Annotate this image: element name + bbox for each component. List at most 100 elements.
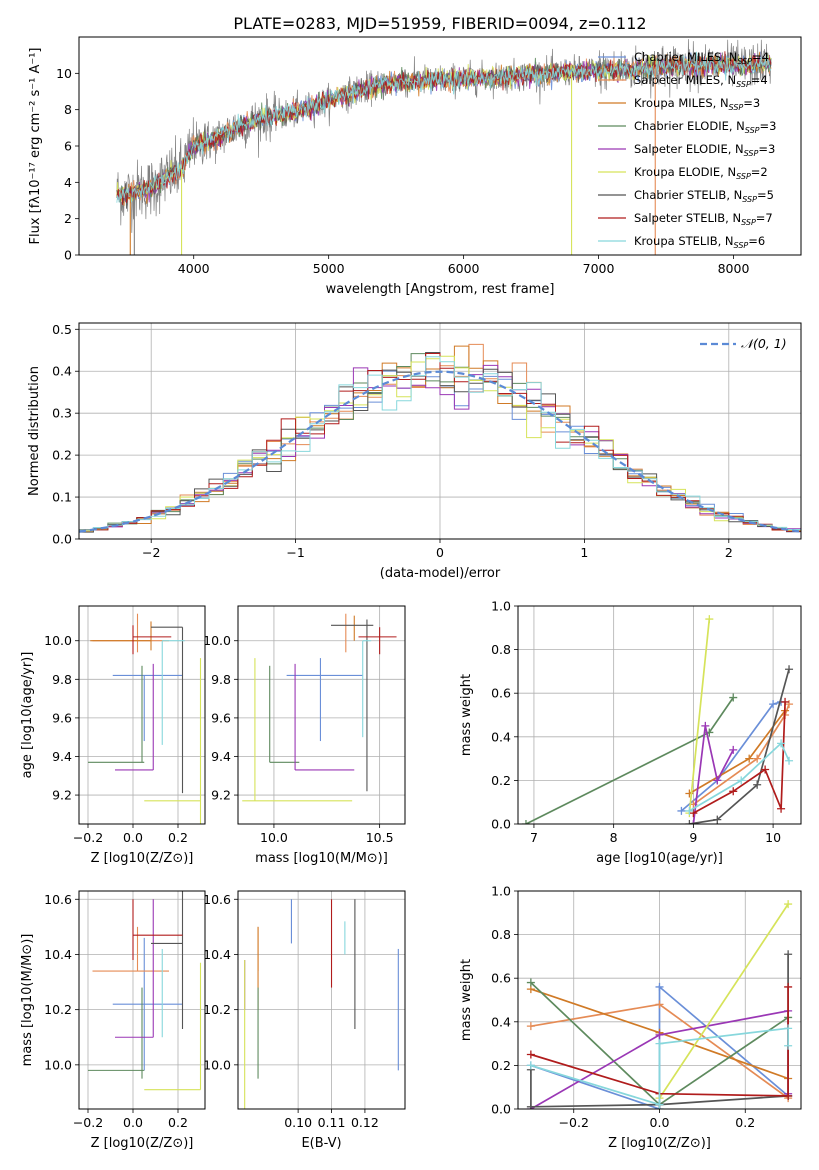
mass-weight-marker: [655, 982, 664, 991]
residuals-ylabel: Normed distribution: [27, 366, 42, 496]
mw-Z-xtick-label: 0.0: [650, 1115, 670, 1130]
legend-subscript: SSP: [744, 149, 759, 158]
residual-histogram-step: [79, 364, 801, 531]
mass-weight-marker: [526, 1102, 535, 1109]
mass-Z-ytick-label: 10.2: [44, 1002, 72, 1017]
mass-weight-line: [689, 668, 790, 824]
legend-label: Kroupa ELODIE, N: [634, 165, 736, 179]
age-Z-ytick-label: 9.4: [52, 749, 72, 764]
legend-label: Kroupa MILES, N: [634, 96, 729, 110]
legend-entry: Chabrier STELIB, NSSP=5: [634, 188, 774, 204]
mw-Z-ytick-label: 0.4: [491, 1014, 511, 1029]
spectrum-ytick-label: 2: [64, 211, 72, 226]
mass-weight-marker: [713, 815, 722, 824]
age-Z-xtick-label: 0.0: [123, 830, 143, 845]
figure-title: PLATE=0283, MJD=51959, FIBERID=0094, z=0…: [233, 14, 646, 33]
mass-EBV-xtick-label: 0.11: [318, 1115, 346, 1130]
residuals-ytick-label: 0.3: [52, 406, 72, 421]
mass-weight-line: [688, 741, 790, 812]
mw-age-frame: [517, 605, 802, 825]
mass-Z-ytick-label: 10.4: [44, 947, 72, 962]
gaussian-curve: [79, 370, 801, 533]
mw-age-ytick-label: 1.0: [491, 599, 511, 614]
mass-weight-marker: [655, 1039, 664, 1048]
mass-Z-frame: [78, 890, 206, 1110]
mass-weight-marker: [521, 820, 530, 824]
residuals-ytick-label: 0.2: [52, 448, 72, 463]
legend-label: Kroupa STELIB, N: [634, 234, 734, 248]
residuals-xtick-label: 2: [725, 545, 733, 560]
residuals-xtick-label: 0: [436, 545, 444, 560]
legend-subscript: SSP: [745, 126, 760, 135]
legend-label: Chabrier MILES, N: [634, 50, 737, 64]
age-Z-xtick-label: −0.2: [73, 830, 103, 845]
age-Z-xlabel: Z [log10(Z/Z⊙)]: [91, 851, 194, 866]
mass-weight-marker: [784, 950, 793, 959]
legend-gaussian-label: 𝒩(0, 1): [741, 336, 787, 351]
age-mass-ytick-label: 9.6: [211, 710, 231, 725]
legend-subscript: SSP: [734, 241, 749, 250]
mass-weight-marker: [729, 693, 738, 702]
mass-EBV-panel: 0.10 0.11 0.12 10.0 10.2 10.4 10.6 E(B-V): [203, 890, 406, 1151]
mw-Z-ytick-label: 1.0: [491, 884, 511, 899]
mw-age-ytick-label: 0.2: [491, 773, 511, 788]
legend-label: Salpeter MILES, N: [634, 73, 736, 87]
spectrum-ytick-label: 0: [64, 248, 72, 263]
legend-label: Chabrier STELIB, N: [634, 188, 742, 202]
mass-EBV-ytick-label: 10.2: [203, 1002, 231, 1017]
mass-weight-marker: [784, 1024, 793, 1033]
mass-weight-marker: [689, 820, 698, 824]
legend-entry: Chabrier ELODIE, NSSP=3: [634, 119, 776, 135]
legend-count: =7: [756, 211, 773, 225]
age-mass-panel: 10.0 10.5 9.2 9.4 9.6 9.8 10.0 mass [log10(M/M⊙…: [203, 605, 406, 866]
mw-age-ytick-label: 0.8: [491, 642, 511, 657]
age-mass-xlabel: mass [log10(M/M⊙)]: [255, 851, 388, 866]
mass-weight-marker: [784, 982, 793, 991]
mass-weight-marker: [685, 820, 694, 824]
mass-EBV-ytick-label: 10.0: [203, 1057, 231, 1072]
mass-weight-marker: [753, 780, 762, 789]
spectrum-xtick-label: 4000: [178, 261, 210, 276]
legend-count: =6: [748, 234, 765, 248]
mass-weight-marker: [777, 739, 786, 748]
legend-subscript: SSP: [736, 80, 751, 89]
spectrum-xtick-label: 5000: [313, 261, 345, 276]
mass-weight-marker: [745, 754, 754, 763]
mw-age-panel: 7 8 9 10 0.0 0.2 0.4 0.6 0.8 1.0 age [log10(age/yr…: [459, 599, 802, 866]
mass-weight-marker: [784, 900, 793, 909]
mass-weight-line: [692, 701, 786, 814]
mass-EBV-plot-area: [244, 899, 399, 1109]
model-spectrum-line: [116, 51, 772, 203]
legend-entry: Salpeter STELIB, NSSP=7: [634, 211, 773, 227]
legend-entry: Kroupa MILES, NSSP=3: [634, 96, 760, 112]
mass-weight-marker: [729, 787, 738, 796]
mass-weight-line: [525, 697, 734, 824]
age-Z-xtick-label: 0.2: [168, 830, 188, 845]
legend-subscript: SSP: [742, 195, 757, 204]
mw-age-plot-area: [521, 615, 794, 824]
spectrum-ytick-label: 8: [64, 102, 72, 117]
legend-count: =3: [760, 119, 777, 133]
age-Z-ytick-label: 9.2: [52, 788, 72, 803]
mw-Z-xtick-label: 0.2: [735, 1115, 755, 1130]
mass-Z-xtick-label: 0.2: [168, 1115, 188, 1130]
mass-weight-marker: [737, 776, 746, 785]
legend-count: =5: [757, 188, 774, 202]
spectrum-plot-area: [116, 39, 772, 255]
age-Z-panel: −0.2 0.0 0.2 9.2 9.4 9.6 9.8 10.0 Z [log10(Z/Z⊙)…: [20, 605, 206, 866]
residuals-panel: −2 −1 0 1 2 0.0 0.1 0.2 0.3 0.4 0.5 (data-model)/er…: [27, 322, 802, 581]
age-mass-ytick-label: 9.2: [211, 788, 231, 803]
mass-weight-line: [692, 725, 734, 824]
mass-weight-line: [680, 701, 782, 812]
residual-histogram-step: [79, 352, 801, 533]
mw-age-ytick-label: 0.6: [491, 686, 511, 701]
mass-weight-marker: [526, 1050, 535, 1059]
spectrum-ylabel: Flux [fλ10⁻¹⁷ erg cm⁻² s⁻¹ A⁻¹]: [28, 48, 43, 245]
mw-Z-ytick-label: 0.8: [491, 927, 511, 942]
spectrum-ytick-label: 4: [64, 175, 72, 190]
mass-Z-panel: −0.2 0.0 0.2 10.0 10.2 10.4 10.6 Z [log10(Z/Z⊙)…: [20, 890, 206, 1151]
age-mass-xtick-label: 10.0: [260, 830, 288, 845]
mass-weight-marker: [677, 806, 686, 815]
mass-Z-xtick-label: 0.0: [123, 1115, 143, 1130]
mass-Z-ytick-label: 10.6: [44, 892, 72, 907]
